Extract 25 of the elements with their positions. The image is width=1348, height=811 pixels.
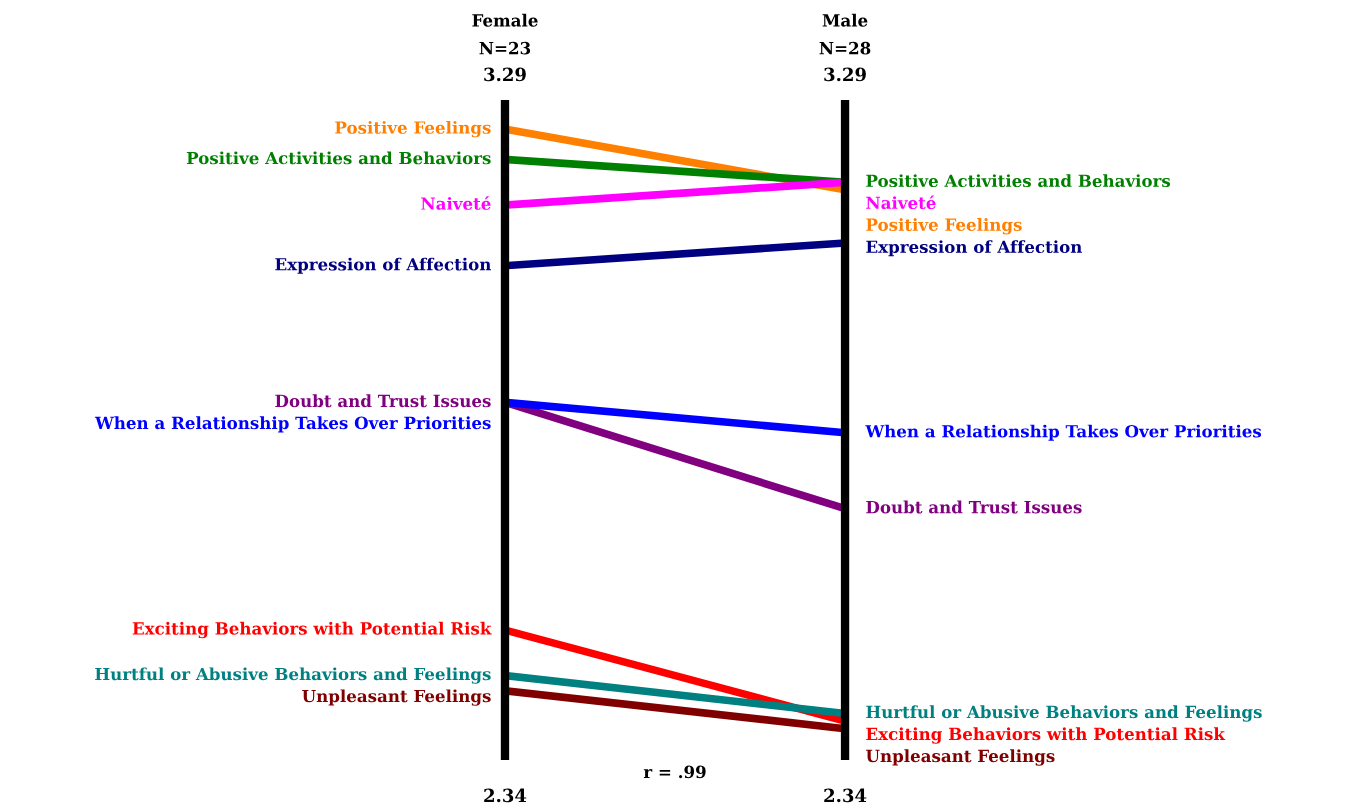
series-label: Unpleasant Feelings <box>302 689 491 706</box>
series-label: Expression of Affection <box>275 257 491 274</box>
series-label: Doubt and Trust Issues <box>275 394 491 408</box>
y2-tick-label: 2.34 <box>824 788 867 803</box>
x-tick-label: Female <box>472 13 538 27</box>
annotation: r = .99 <box>643 765 706 779</box>
x-tick-label: Male <box>822 13 868 27</box>
series-label: Exciting Behaviors with Potential Risk <box>132 621 492 639</box>
series-label: Positive Activities and Behaviors <box>186 151 491 165</box>
series-label: Hurtful or Abusive Behaviors and Feelings <box>95 667 491 684</box>
text: Exciting Behaviors with Potential Risk <box>866 727 1226 744</box>
series-label: Naiveté <box>421 196 491 210</box>
series-label: When a Relationship Takes Over Priorities <box>94 416 491 433</box>
y2-tick-label: 3.29 <box>824 67 866 82</box>
text: Naiveté <box>866 195 936 210</box>
text: Doubt and Trust Issues <box>866 500 1082 514</box>
text: When a Relationship Takes Over Priorities <box>865 424 1262 441</box>
text: Positive Activities and Behaviors <box>866 174 1171 188</box>
text: Expression of Affection <box>866 240 1082 257</box>
series-label: Positive Feelings <box>335 120 491 138</box>
text: N=23 <box>479 41 531 55</box>
text: Hurtful or Abusive Behaviors and Feelings <box>866 705 1262 722</box>
text: Positive Feelings <box>866 218 1022 235</box>
text: N=28 <box>819 41 871 55</box>
text: Unpleasant Feelings <box>866 749 1055 766</box>
